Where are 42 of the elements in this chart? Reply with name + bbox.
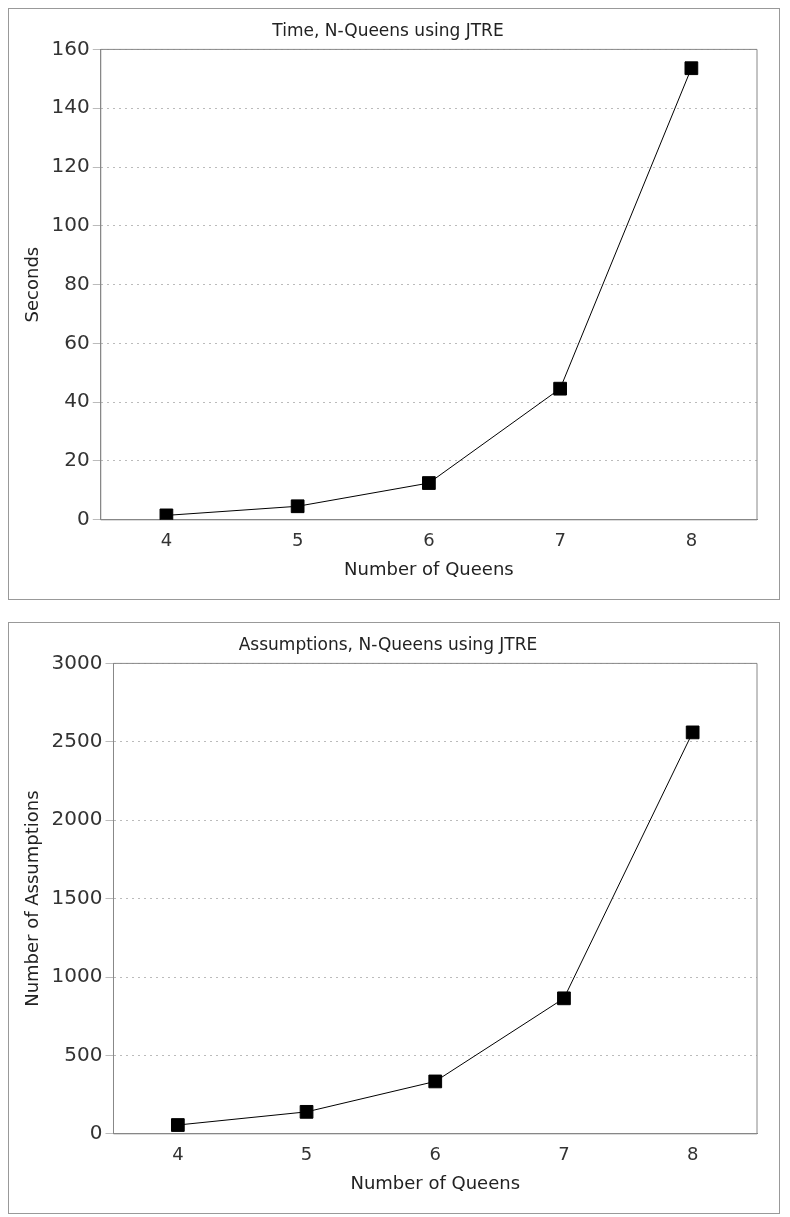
y-tick-label: 1500: [51, 884, 103, 909]
x-axis-title: Number of Queens: [344, 557, 514, 579]
x-tick-label: 8: [686, 1143, 699, 1165]
y-tick-label: 160: [51, 35, 90, 60]
y-axis-title: Seconds: [21, 246, 43, 323]
point: [422, 476, 436, 490]
y-tick-label: 500: [64, 1041, 103, 1066]
y-tick-label: 3000: [51, 649, 103, 674]
y-tick-label: 20: [64, 447, 90, 472]
point: [684, 61, 699, 76]
x-tick-label: 8: [685, 529, 698, 551]
y-tick-label: 2500: [51, 728, 103, 752]
point: [290, 499, 305, 514]
y-tick-label: 100: [51, 212, 90, 236]
y-tick-label: 140: [51, 94, 90, 119]
x-tick-label: 7: [554, 529, 566, 551]
x-tick-label: 6: [429, 1143, 441, 1165]
y-tick-label: 60: [64, 329, 90, 354]
y-tick-label: 120: [51, 153, 90, 178]
y-tick-label: 80: [64, 270, 90, 295]
y-tick-label: 0: [77, 506, 90, 530]
point: [557, 991, 571, 1006]
chart-title: Assumptions, N-Queens using JTRE: [238, 633, 538, 654]
y-tick-label: 1000: [51, 963, 103, 988]
x-axis-title: Number of Queens: [350, 1171, 521, 1193]
x-tick-label: 4: [160, 529, 173, 551]
y-tick-label: 40: [64, 388, 90, 413]
chart-title: Time, N-Queens using JTRE: [271, 19, 504, 40]
y-axis-title: Number of Assumptions: [21, 790, 43, 1007]
point: [553, 381, 567, 396]
point: [159, 508, 174, 520]
x-tick-label: 7: [558, 1143, 570, 1165]
y-tick-label: 0: [89, 1120, 103, 1144]
point: [685, 725, 700, 740]
x-tick-label: 6: [423, 529, 435, 551]
point: [428, 1074, 443, 1089]
x-tick-label: 5: [300, 1143, 313, 1165]
x-tick-label: 4: [172, 1143, 184, 1165]
point: [170, 1118, 185, 1132]
x-tick-label: 5: [291, 529, 304, 551]
y-tick-label: 2000: [51, 806, 103, 831]
point: [299, 1104, 314, 1119]
